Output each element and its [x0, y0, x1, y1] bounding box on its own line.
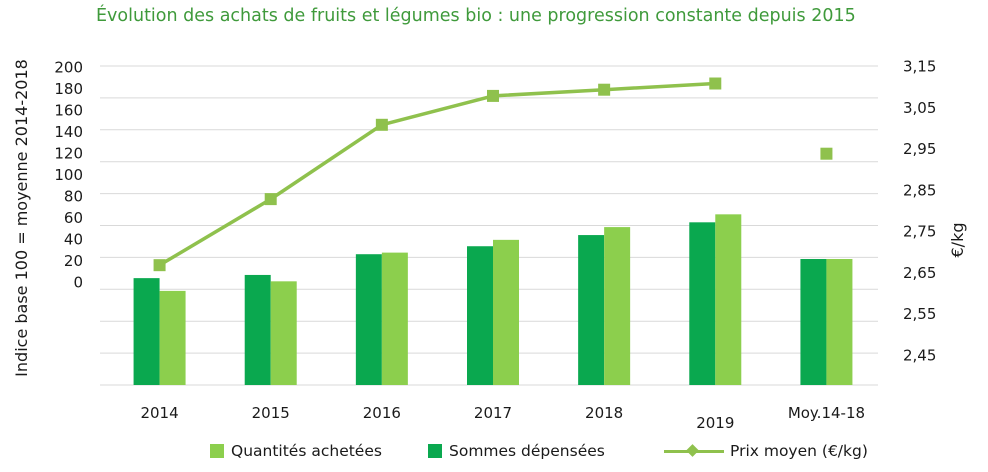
- y-right-tick-label: 2,95: [903, 140, 936, 158]
- series-line-prix: [158, 81, 716, 267]
- x-tick-label: 2015: [252, 404, 290, 422]
- y-left-tick-label: 180: [54, 80, 83, 98]
- y-left-tick-label: 80: [64, 188, 83, 206]
- legend-swatch-quantites: [210, 444, 224, 458]
- y-left-tick-label: 0: [73, 274, 83, 292]
- bar-sommes: [467, 246, 493, 385]
- y-right-tick-label: 2,45: [903, 347, 936, 365]
- bar-quantites: [826, 258, 853, 385]
- chart-title: Évolution des achats de fruits et légume…: [96, 6, 856, 26]
- legend-item-prix: Prix moyen (€/kg): [664, 442, 868, 460]
- y-right-tick-label: 2,85: [903, 181, 936, 199]
- y-left-tick-label: 120: [54, 145, 83, 163]
- x-tick-label: 2017: [474, 404, 512, 422]
- legend-item-sommes: Sommes dépensées: [428, 442, 605, 460]
- y-left-tick-label: 160: [54, 102, 83, 120]
- bar-quantites: [270, 281, 297, 385]
- x-tick-label: 2014: [140, 404, 178, 422]
- y-right-tick-label: 2,65: [903, 264, 936, 282]
- point-prix: [264, 193, 277, 206]
- bar-sommes: [689, 222, 716, 385]
- bar-quantites: [493, 239, 519, 385]
- bar-quantites: [715, 214, 742, 385]
- point-prix: [709, 77, 722, 90]
- x-tick-label: 2016: [363, 404, 401, 422]
- bar-sommes: [355, 254, 382, 385]
- y-left-tick-label: 40: [64, 231, 83, 249]
- y-left-tick-label: 140: [54, 123, 83, 141]
- legend-label-prix: Prix moyen (€/kg): [730, 442, 868, 460]
- y-right-tick-label: 3,15: [903, 58, 936, 76]
- y-left-tick-label: 60: [64, 209, 83, 227]
- x-tick-label: Moy.14-18: [788, 404, 865, 422]
- y-right-tick-label: 3,05: [903, 99, 936, 117]
- legend-swatch-sommes: [428, 444, 442, 458]
- y-left-tick-label: 200: [54, 59, 83, 77]
- y-left-tick-label: 20: [64, 252, 83, 270]
- legend: Quantités achetées Sommes dépensées Prix…: [0, 440, 988, 468]
- bar-sommes: [578, 235, 605, 385]
- bar-quantites: [159, 290, 186, 385]
- x-tick-label: 2018: [585, 404, 623, 422]
- bar-quantites: [381, 252, 408, 385]
- legend-marker-prix: [686, 444, 699, 457]
- legend-label-sommes: Sommes dépensées: [449, 442, 605, 460]
- bar-sommes: [244, 274, 271, 385]
- point-prix: [598, 83, 611, 96]
- y-right-axis-label: €/kg: [948, 223, 967, 258]
- legend-label-quantites: Quantités achetées: [231, 442, 382, 460]
- point-prix: [487, 89, 499, 102]
- legend-item-quantites: Quantités achetées: [210, 442, 382, 460]
- y-right-tick-label: 2,75: [903, 223, 936, 241]
- chart-canvas: 2001801601401201008060402003,153,052,952…: [12, 58, 967, 433]
- x-tick-label: 2019: [696, 414, 734, 432]
- point-prix: [153, 259, 166, 272]
- point-prix: [375, 118, 388, 131]
- y-left-axis-label: Indice base 100 = moyenne 2014-2018: [12, 59, 31, 377]
- point-prix: [820, 147, 833, 160]
- legend-swatch-prix: [664, 444, 724, 458]
- y-right-tick-label: 2,55: [903, 305, 936, 323]
- y-left-tick-label: 100: [54, 166, 83, 184]
- bar-sommes: [800, 258, 827, 385]
- bar-quantites: [604, 227, 631, 385]
- bar-sommes: [133, 278, 160, 385]
